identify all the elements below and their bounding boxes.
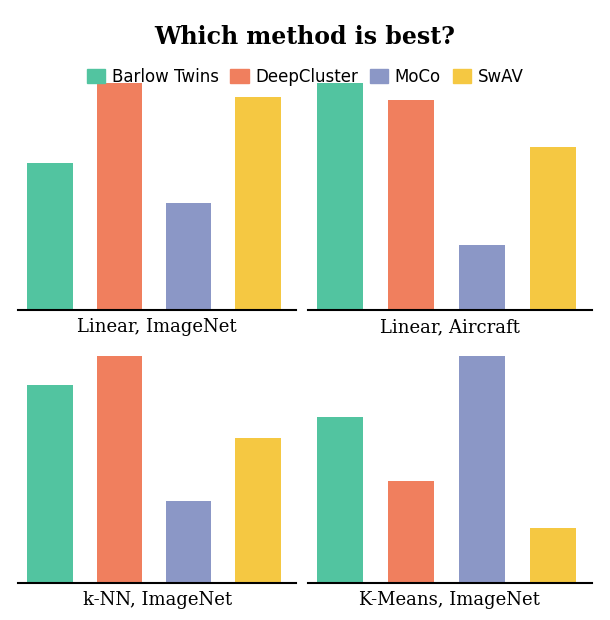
- Bar: [27, 164, 73, 310]
- Bar: [388, 100, 434, 310]
- X-axis label: k-NN, ImageNet: k-NN, ImageNet: [82, 591, 232, 609]
- Bar: [27, 384, 73, 583]
- X-axis label: Linear, Aircraft: Linear, Aircraft: [380, 318, 520, 336]
- Bar: [459, 245, 505, 310]
- Bar: [530, 146, 576, 310]
- Text: Which method is best?: Which method is best?: [154, 25, 456, 49]
- Bar: [388, 480, 434, 583]
- Legend: Barlow Twins, DeepCluster, MoCo, SwAV: Barlow Twins, DeepCluster, MoCo, SwAV: [80, 61, 530, 92]
- X-axis label: Linear, ImageNet: Linear, ImageNet: [77, 318, 237, 336]
- Bar: [235, 97, 281, 310]
- Bar: [166, 203, 211, 310]
- X-axis label: K-Means, ImageNet: K-Means, ImageNet: [359, 591, 540, 609]
- Bar: [96, 356, 142, 583]
- Bar: [96, 84, 142, 310]
- Bar: [166, 501, 211, 583]
- Bar: [317, 84, 364, 310]
- Bar: [235, 438, 281, 583]
- Bar: [530, 528, 576, 583]
- Bar: [317, 417, 364, 583]
- Bar: [459, 356, 505, 583]
